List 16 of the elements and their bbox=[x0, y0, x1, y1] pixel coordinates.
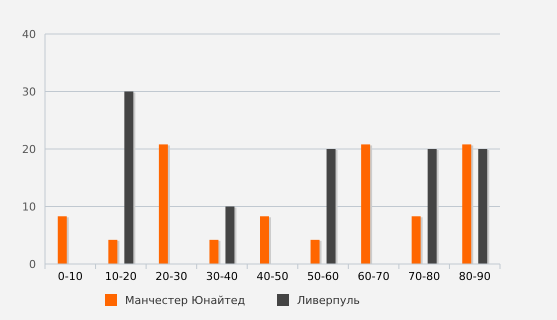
y-tick-label: 10 bbox=[22, 200, 36, 214]
x-tick-label: 40-50 bbox=[256, 270, 288, 283]
x-tick-label: 0-10 bbox=[58, 270, 83, 283]
x-tick-label: 10-20 bbox=[104, 270, 137, 283]
x-tick-label: 30-40 bbox=[206, 270, 238, 283]
y-tick-label: 30 bbox=[22, 86, 36, 98]
x-tick-label: 80-90 bbox=[458, 270, 491, 283]
x-tick-label: 20-30 bbox=[155, 270, 188, 283]
x-tick-label: 70-80 bbox=[408, 270, 440, 283]
legend-label: Манчестер Юнайтед bbox=[125, 294, 246, 307]
y-tick-label: 0 bbox=[29, 258, 36, 271]
y-tick-label: 40 bbox=[22, 28, 36, 41]
x-tick-label: 50-60 bbox=[307, 270, 340, 283]
y-tick-label: 20 bbox=[22, 143, 36, 156]
x-tick-label: 60-70 bbox=[358, 270, 390, 283]
legend-label: Ливерпуль bbox=[297, 294, 360, 307]
